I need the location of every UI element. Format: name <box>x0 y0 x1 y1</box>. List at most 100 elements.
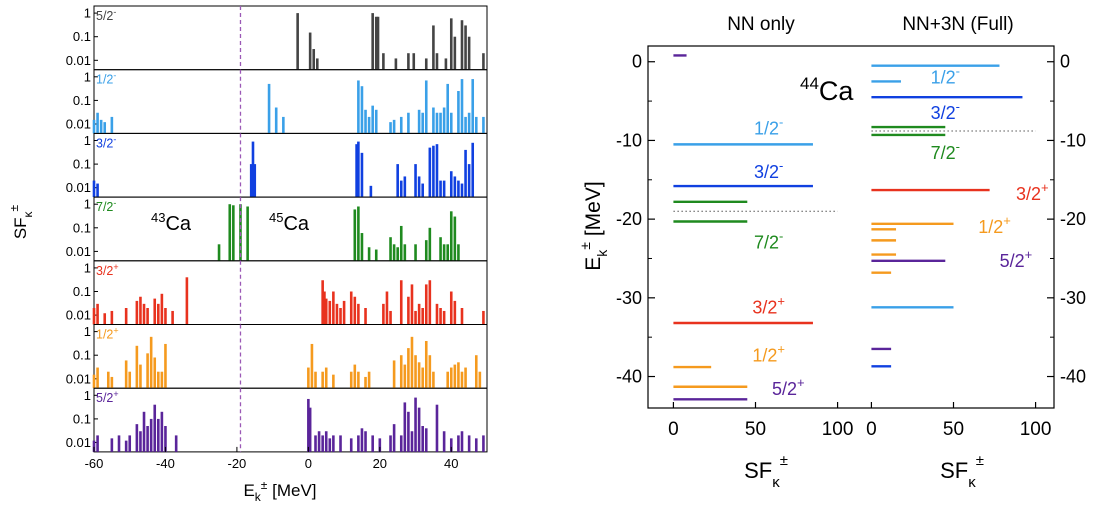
y-tick-label: 1 <box>84 197 91 212</box>
state-label: 1/2+ <box>96 326 119 342</box>
bar <box>460 308 464 325</box>
bar <box>157 371 160 389</box>
y-tick-label: 0.1 <box>73 29 91 44</box>
bar <box>367 247 371 261</box>
state-label: 3/2+ <box>96 262 119 278</box>
bar <box>399 180 403 198</box>
bar <box>355 144 358 198</box>
bar <box>324 367 328 389</box>
bar <box>160 371 164 389</box>
bar <box>389 435 392 452</box>
bar <box>389 237 392 261</box>
bar <box>314 435 317 452</box>
bar <box>164 343 167 389</box>
bar <box>474 355 478 389</box>
bar <box>153 404 157 452</box>
right-y-axis-label: Ek± [MeV] <box>577 181 610 270</box>
level-label: 1/2- <box>931 63 960 87</box>
bar <box>124 360 128 389</box>
state-label: 5/2- <box>96 7 116 23</box>
bar <box>357 371 360 389</box>
bar <box>449 18 453 70</box>
bar <box>317 431 321 452</box>
bar <box>464 367 467 389</box>
y-tick-label: 0.01 <box>66 435 91 450</box>
bar <box>335 303 339 325</box>
bar <box>332 374 335 389</box>
bar <box>349 438 353 452</box>
bar <box>467 112 471 134</box>
bar <box>417 407 421 452</box>
bar <box>312 49 316 70</box>
bar <box>357 80 360 134</box>
bar <box>417 303 421 325</box>
bar <box>357 141 360 198</box>
y-tick-label: 0.1 <box>73 220 91 235</box>
bar <box>442 310 446 325</box>
bar <box>446 83 449 134</box>
bar <box>249 164 253 198</box>
bar <box>357 206 360 261</box>
bar <box>414 310 417 325</box>
bar <box>435 112 439 134</box>
state-label: 5/2+ <box>96 389 119 405</box>
bar <box>92 440 96 452</box>
bar <box>460 431 464 452</box>
bar <box>308 407 312 452</box>
bar <box>164 426 167 452</box>
bar <box>360 233 364 261</box>
bar <box>382 53 385 70</box>
bar <box>474 438 478 452</box>
bar <box>449 367 453 389</box>
strip-frame <box>93 132 488 198</box>
bar <box>399 280 403 325</box>
bar <box>394 58 398 70</box>
right-energy-level-panel: NN only NN+3N (Full) 44Ca 0 0 -10 -10 -20 -20… <box>577 14 1086 491</box>
bar <box>449 171 453 198</box>
bar <box>149 418 153 452</box>
bar <box>449 438 453 452</box>
left-spectral-function-panel: 1 0.1 0.01 5/2- 1 0.1 0.01 1/2- 1 0.1 0.01 3/2- 1 0.1… <box>7 5 488 504</box>
bar <box>135 424 139 452</box>
bar <box>417 176 421 198</box>
bar <box>360 152 364 198</box>
x-tick-label: -20 <box>228 456 247 471</box>
x-tick-label: 40 <box>444 456 458 471</box>
bar <box>174 435 178 452</box>
bar <box>439 180 442 198</box>
x-tick-label: 100 <box>822 419 854 440</box>
bar <box>228 204 232 261</box>
bar <box>407 296 410 325</box>
bar <box>464 116 467 134</box>
y-tick-label: 1 <box>84 388 91 403</box>
bar <box>428 280 432 325</box>
bar <box>92 180 96 198</box>
bar <box>217 244 221 261</box>
bar <box>482 116 485 134</box>
y-tick-label: 0.1 <box>73 348 91 363</box>
bar <box>357 435 360 452</box>
bar <box>364 109 367 134</box>
bar <box>128 435 132 452</box>
y-tick-label: 0.01 <box>66 371 91 386</box>
bar <box>374 16 378 70</box>
bar <box>339 308 342 325</box>
bar <box>364 431 367 452</box>
strip-5minus2plus: 1 0.1 0.01 5/2+ <box>66 387 488 453</box>
bar <box>321 371 324 389</box>
bar <box>106 371 110 389</box>
bar <box>478 371 482 389</box>
bar <box>139 296 142 325</box>
bar <box>139 431 142 452</box>
x-tick-label: -60 <box>85 456 104 471</box>
bar <box>139 364 142 389</box>
level-label: 5/2+ <box>772 375 805 399</box>
bar <box>92 374 96 389</box>
strip-frame <box>93 260 488 325</box>
bar <box>428 147 432 198</box>
left-y-axis-label: SFκ± <box>7 204 35 239</box>
bar <box>460 183 464 198</box>
bar <box>96 435 99 452</box>
bar <box>474 116 478 134</box>
